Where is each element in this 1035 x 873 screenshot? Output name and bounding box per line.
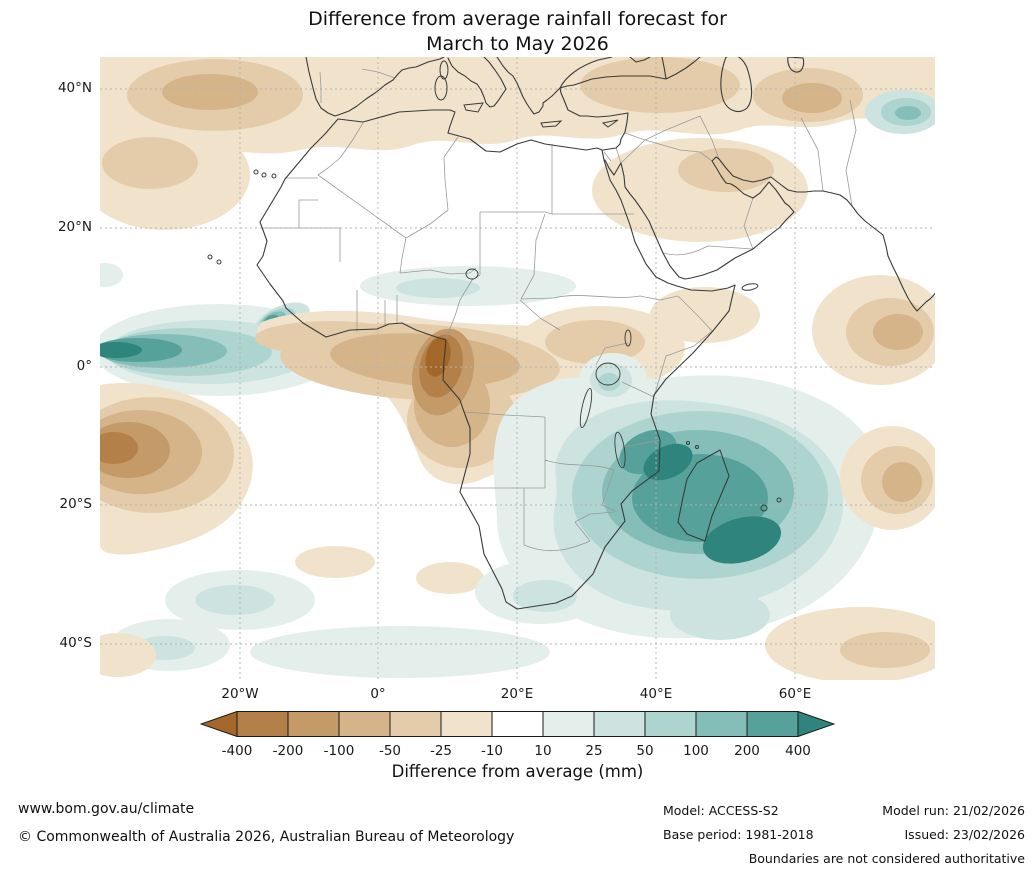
lat-label-0: 0° <box>76 358 92 374</box>
footer-disclaimer: Boundaries are not considered authoritat… <box>748 851 1025 866</box>
lat-label-20n: 20°N <box>57 219 92 235</box>
chart-title-line1: Difference from average rainfall forecas… <box>308 8 727 30</box>
graticule <box>100 57 935 680</box>
legend-tick: -200 <box>272 743 304 759</box>
colorbar-arrow-left <box>200 711 238 737</box>
legend-tick: 10 <box>534 743 552 759</box>
legend-title: Difference from average (mm) <box>391 762 644 781</box>
lat-label-40n: 40°N <box>57 80 92 96</box>
legend-tick: 400 <box>785 743 811 759</box>
lon-label-20w: 20°W <box>221 686 259 702</box>
legend-tick: -100 <box>323 743 355 759</box>
footer-base-period: Base period: 1981-2018 <box>663 827 814 842</box>
colorbar-arrow-right <box>797 711 835 737</box>
madagascar-coastline <box>677 449 730 542</box>
legend-tick: -50 <box>378 743 402 759</box>
colorbar-segment <box>542 711 595 737</box>
footer-model-run: Model run: 21/02/2026 <box>882 803 1025 818</box>
footer-model: Model: ACCESS-S2 <box>663 803 779 818</box>
footer-copyright: © Commonwealth of Australia 2026, Austra… <box>18 829 515 845</box>
lon-label-40e: 40°E <box>639 686 673 702</box>
colorbar-segment <box>287 711 340 737</box>
lon-label-0: 0° <box>370 686 386 702</box>
colorbar-segment <box>695 711 748 737</box>
map-svg <box>100 57 935 680</box>
colorbar-segment <box>746 711 799 737</box>
country-borders <box>262 68 857 552</box>
legend-tick: 50 <box>636 743 654 759</box>
lon-label-60e: 60°E <box>778 686 812 702</box>
legend-tick: 25 <box>585 743 603 759</box>
chart-title-line2: March to May 2026 <box>426 33 609 55</box>
colorbar-segment <box>593 711 646 737</box>
footer-issued: Issued: 23/02/2026 <box>904 827 1026 842</box>
africa-coastline <box>256 109 736 610</box>
colorbar-segment <box>644 711 697 737</box>
colorbar-segment <box>440 711 493 737</box>
colorbar <box>200 711 835 737</box>
legend-tick: 200 <box>734 743 760 759</box>
legend-tick: -400 <box>221 743 253 759</box>
anomaly-contours <box>100 57 935 680</box>
legend-tick: -25 <box>429 743 453 759</box>
colorbar-segment <box>491 711 544 737</box>
coastlines <box>207 57 935 610</box>
colorbar-segment <box>338 711 391 737</box>
legend-tick: -10 <box>480 743 504 759</box>
legend-tick: 100 <box>683 743 709 759</box>
lon-label-20e: 20°E <box>500 686 534 702</box>
footer-website: www.bom.gov.au/climate <box>18 801 195 817</box>
lat-label-40s: 40°S <box>59 635 93 651</box>
colorbar-segment <box>236 711 289 737</box>
colorbar-segment <box>389 711 442 737</box>
lat-label-20s: 20°S <box>59 496 93 512</box>
